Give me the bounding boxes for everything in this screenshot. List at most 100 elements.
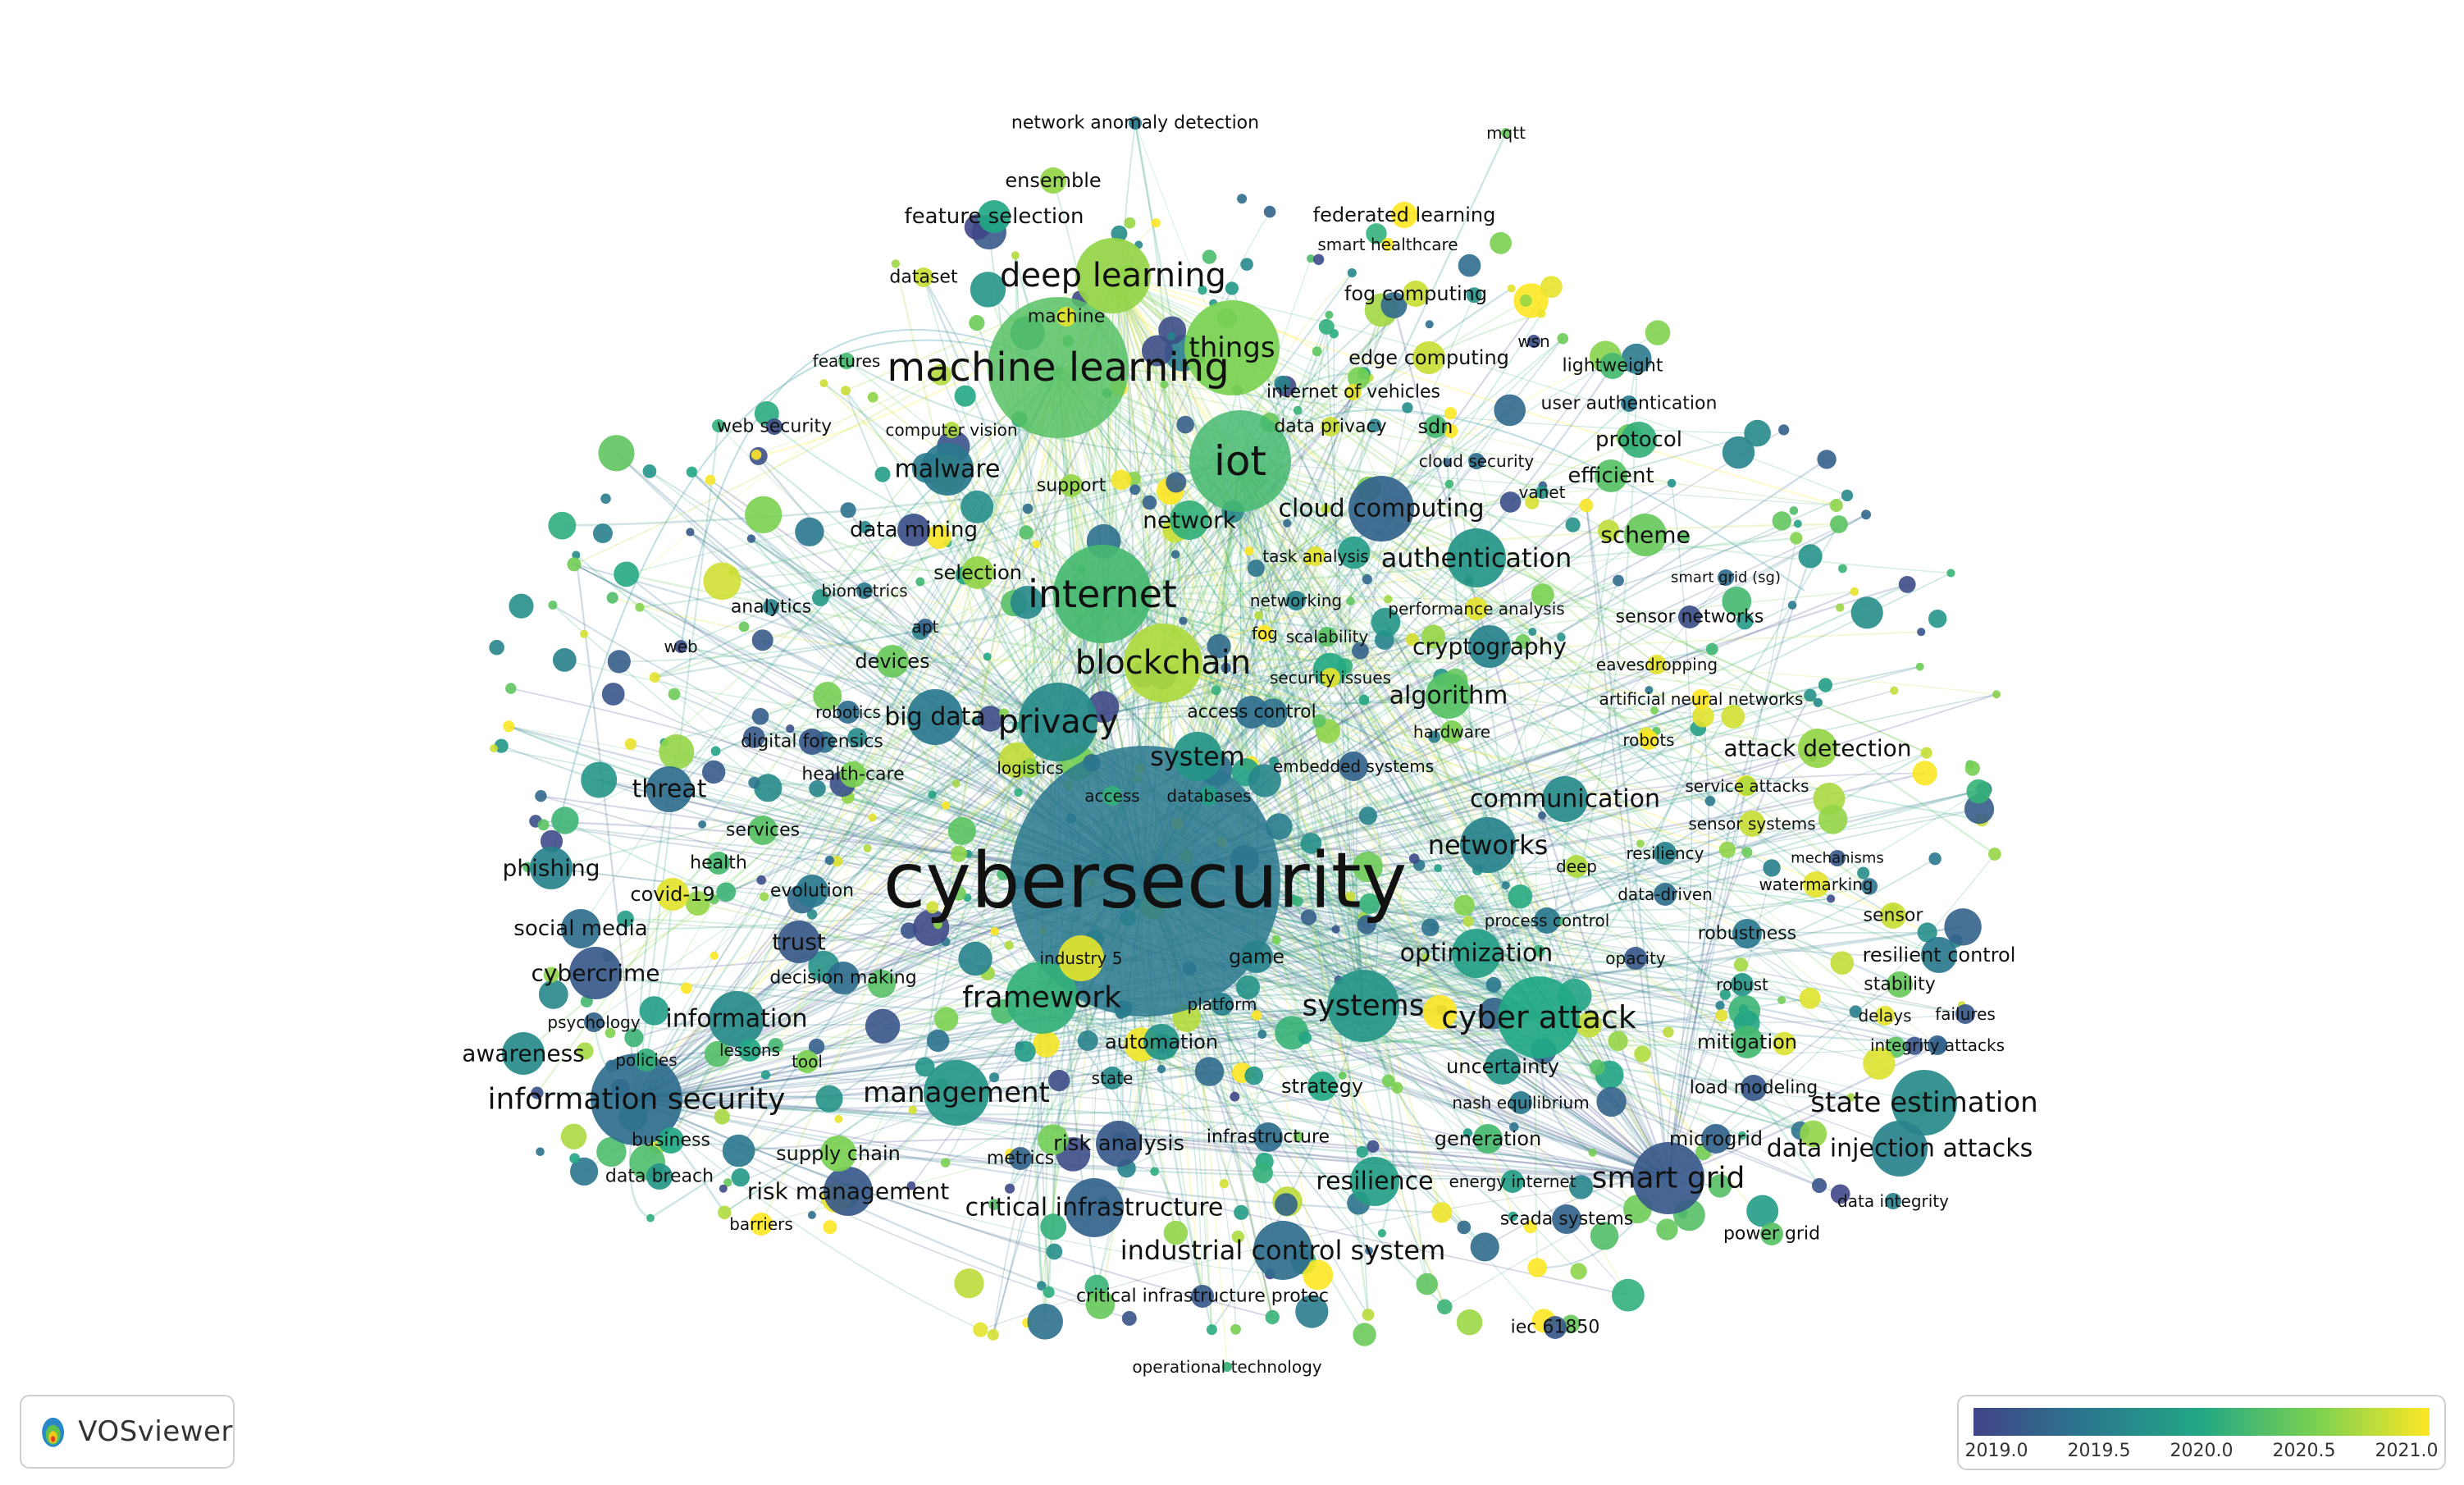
node-risk-management[interactable] xyxy=(824,1167,873,1216)
node-process-control[interactable] xyxy=(1534,907,1560,934)
node-feature-selection[interactable] xyxy=(978,200,1011,233)
node-sensor-networks[interactable] xyxy=(1678,605,1701,628)
node-label-robots[interactable]: robots xyxy=(1622,730,1674,750)
node-label-network[interactable]: network xyxy=(1143,507,1236,534)
node-label-networking[interactable]: networking xyxy=(1250,591,1342,610)
node-label-things[interactable]: things xyxy=(1189,331,1275,364)
node-label-apt[interactable]: apt xyxy=(912,617,939,637)
node-label-health-care[interactable]: health-care xyxy=(801,765,904,785)
node-label-iot[interactable]: iot xyxy=(1214,437,1266,485)
node-data-breach[interactable] xyxy=(646,1163,673,1190)
node-label-data-driven[interactable]: data-driven xyxy=(1618,884,1713,904)
node-sensor[interactable] xyxy=(1880,902,1906,929)
node-robust[interactable] xyxy=(1731,973,1754,996)
node-label-platform[interactable]: platform xyxy=(1188,994,1257,1014)
node-label-support[interactable]: support xyxy=(1037,476,1107,496)
node-social-media[interactable] xyxy=(561,909,600,948)
node-label-smart-healthcare[interactable]: smart healthcare xyxy=(1317,235,1458,254)
node-data-mining[interactable] xyxy=(897,514,930,546)
node-label-access[interactable]: access xyxy=(1084,786,1139,806)
node-label-framework[interactable]: framework xyxy=(962,981,1121,1015)
node-label-task-analysis[interactable]: task analysis xyxy=(1262,546,1368,566)
node-label-tool[interactable]: tool xyxy=(792,1052,823,1071)
node-label-edge-computing[interactable]: edge computing xyxy=(1348,346,1509,369)
node-decision-making[interactable] xyxy=(827,962,860,994)
node-tool[interactable] xyxy=(796,1050,819,1073)
node-label-mqtt[interactable]: mqtt xyxy=(1486,123,1526,143)
node-deep[interactable] xyxy=(1565,855,1588,878)
node-scalability[interactable] xyxy=(1317,627,1337,647)
node-label-cybercrime[interactable]: cybercrime xyxy=(531,960,659,987)
node-artificial-neural-networks[interactable] xyxy=(1691,689,1711,709)
node-databases[interactable] xyxy=(1199,786,1219,806)
node-label-performance-analysis[interactable]: performance analysis xyxy=(1388,599,1564,619)
node-label-internet-of-vehicles[interactable]: internet of vehicles xyxy=(1266,382,1440,403)
node-label-industrial-control-system[interactable]: industrial control system xyxy=(1120,1235,1445,1266)
node-label-security-issues[interactable]: security issues xyxy=(1270,668,1391,688)
node-optimization[interactable] xyxy=(1452,929,1501,978)
node-iot[interactable] xyxy=(1189,410,1291,512)
node-integrity-attacks[interactable] xyxy=(1928,1035,1947,1055)
node-label-dataset[interactable]: dataset xyxy=(889,267,958,288)
node-label-web-security[interactable]: web security xyxy=(717,417,832,437)
node-label-blockchain[interactable]: blockchain xyxy=(1075,644,1251,682)
node-label-sensor-systems[interactable]: sensor systems xyxy=(1688,814,1815,834)
node-computer-vision[interactable] xyxy=(943,422,960,438)
node-label-automation[interactable]: automation xyxy=(1105,1030,1218,1053)
node-stability[interactable] xyxy=(1887,971,1913,998)
node-selection[interactable] xyxy=(961,556,994,589)
node-threat[interactable] xyxy=(646,766,692,812)
node-apt[interactable] xyxy=(917,619,933,635)
node-label-stability[interactable]: stability xyxy=(1864,975,1936,995)
node-framework[interactable] xyxy=(1006,962,1078,1034)
node-access[interactable] xyxy=(1102,786,1122,806)
node-critical-infrastructure-protec[interactable] xyxy=(1191,1285,1214,1308)
node-resilient-control[interactable] xyxy=(1921,937,1957,973)
node-management[interactable] xyxy=(924,1060,989,1126)
node-label-supply-chain[interactable]: supply chain xyxy=(776,1142,901,1165)
node-label-robustness[interactable]: robustness xyxy=(1698,924,1796,944)
node-cybercrime[interactable] xyxy=(569,947,622,999)
node-label-metrics[interactable]: metrics xyxy=(987,1149,1054,1169)
node-label-generation[interactable]: generation xyxy=(1435,1127,1542,1150)
node-label-operational-technology[interactable]: operational technology xyxy=(1132,1357,1321,1377)
node-label-policies[interactable]: policies xyxy=(615,1050,677,1070)
node-network-anomaly-detection[interactable] xyxy=(1129,117,1142,130)
node-dataset[interactable] xyxy=(914,267,933,287)
node-data-integrity[interactable] xyxy=(1885,1193,1901,1209)
node-label-lessons[interactable]: lessons xyxy=(719,1040,780,1060)
node-phishing[interactable] xyxy=(530,847,573,889)
node-label-resilience[interactable]: resilience xyxy=(1316,1167,1433,1196)
node-sensor-systems[interactable] xyxy=(1739,811,1765,837)
node-cyber-attack[interactable] xyxy=(1498,976,1580,1058)
node-attack-detection[interactable] xyxy=(1798,729,1837,768)
node-robots[interactable] xyxy=(1639,730,1659,750)
node-label-state[interactable]: state xyxy=(1092,1068,1134,1088)
node-sdn[interactable] xyxy=(1424,415,1447,438)
node-game[interactable] xyxy=(1240,940,1273,973)
node-label-malware[interactable]: malware xyxy=(895,455,1001,484)
node-services[interactable] xyxy=(748,816,778,845)
node-label-sdn[interactable]: sdn xyxy=(1418,415,1453,438)
node-generation[interactable] xyxy=(1473,1124,1503,1154)
node-label-information[interactable]: information xyxy=(665,1005,807,1034)
node-machine-learning[interactable] xyxy=(988,297,1129,438)
node-label-data-privacy[interactable]: data privacy xyxy=(1274,417,1386,437)
node-label-nash-equilibrium[interactable]: nash equilibrium xyxy=(1452,1093,1589,1113)
node-internet-of-vehicles[interactable] xyxy=(1345,384,1362,400)
node-mitigation[interactable] xyxy=(1731,1026,1764,1058)
node-label-infrastructure[interactable]: infrastructure xyxy=(1207,1127,1330,1148)
node-label-network-anomaly-detection[interactable]: network anomaly detection xyxy=(1011,113,1259,134)
node-federated-learning[interactable] xyxy=(1391,202,1417,228)
node-iec-61850[interactable] xyxy=(1544,1316,1567,1339)
node-industrial-control-system[interactable] xyxy=(1253,1221,1312,1280)
node-label-sensor[interactable]: sensor xyxy=(1864,906,1924,926)
node-label-authentication[interactable]: authentication xyxy=(1381,542,1572,573)
node-uncertainty[interactable] xyxy=(1485,1049,1521,1085)
node-label-critical-infrastructure-protec[interactable]: critical infrastructure protec xyxy=(1076,1286,1329,1307)
node-failures[interactable] xyxy=(1955,1004,1975,1024)
node-risk-analysis[interactable] xyxy=(1096,1121,1142,1167)
node-label-computer-vision[interactable]: computer vision xyxy=(885,420,1017,440)
node-malware[interactable] xyxy=(921,443,974,496)
